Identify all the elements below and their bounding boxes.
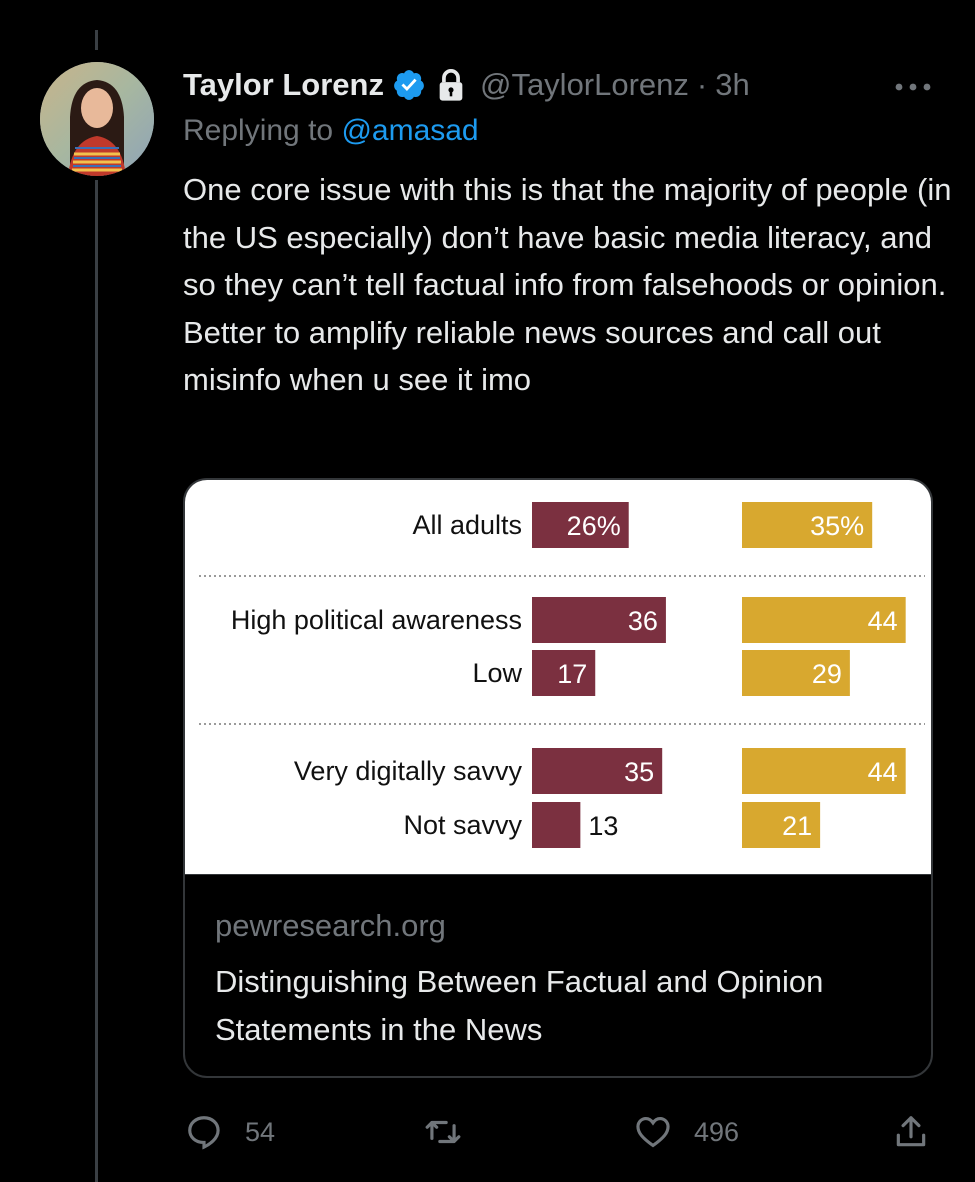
data-label: 26% <box>567 511 621 541</box>
tweet-header: Taylor Lorenz @TaylorLorenz · 3h <box>183 62 750 108</box>
tweet-text: One core issue with this is that the maj… <box>183 172 952 397</box>
share-icon <box>896 1116 926 1147</box>
bar <box>742 748 906 794</box>
heart-icon <box>636 1116 670 1148</box>
bar <box>742 802 821 848</box>
data-label: 35 <box>624 757 654 787</box>
thread-line-top <box>95 30 98 50</box>
author-handle[interactable]: @TaylorLorenz <box>479 67 689 102</box>
replying-prefix: Replying to <box>183 114 342 147</box>
bar <box>532 502 629 548</box>
data-label: 44 <box>868 757 898 787</box>
thread-line <box>95 180 98 1182</box>
bar <box>742 597 906 643</box>
bar <box>742 502 873 548</box>
bar <box>532 597 666 643</box>
data-label: 21 <box>782 811 812 841</box>
like-count: 496 <box>694 1116 740 1147</box>
replying-to-mention[interactable]: @amasad <box>341 114 479 147</box>
tweet-actions: 54 496 <box>0 1110 975 1154</box>
category-label: All adults <box>412 510 522 540</box>
data-label: 36 <box>628 606 658 636</box>
timestamp[interactable]: 3h <box>715 67 750 102</box>
card-domain: pewresearch.org <box>215 908 446 943</box>
lock-icon <box>436 68 466 102</box>
data-label: 44 <box>868 606 898 636</box>
category-label: Not savvy <box>403 810 522 840</box>
author-name[interactable]: Taylor Lorenz <box>183 67 384 102</box>
card-image-chart: All adults 26% 35% High political awareness… <box>185 480 931 874</box>
data-label: 29 <box>812 659 842 689</box>
bar-chart: All adults 26% 35% High political awareness… <box>199 502 925 848</box>
bar <box>532 802 581 848</box>
avatar[interactable] <box>40 62 154 176</box>
bar <box>742 650 850 696</box>
more-icon[interactable] <box>890 70 936 104</box>
replying-to: Replying to @amasad <box>183 114 479 148</box>
separator-dot: · <box>696 67 708 102</box>
bar <box>532 748 663 794</box>
bar <box>532 650 596 696</box>
category-label: Very digitally savvy <box>294 756 523 786</box>
data-label: 17 <box>557 659 587 689</box>
retweet-icon <box>425 1120 461 1144</box>
verified-badge-icon <box>392 68 426 102</box>
reply-icon <box>188 1116 220 1150</box>
category-label: Low <box>472 658 522 688</box>
reply-button[interactable]: 54 <box>185 1110 275 1154</box>
card-divider <box>185 874 931 875</box>
share-button[interactable] <box>892 1110 930 1154</box>
reply-count: 54 <box>245 1116 276 1147</box>
retweet-button[interactable] <box>424 1110 462 1154</box>
category-label: High political awareness <box>231 605 522 635</box>
data-label: 13 <box>588 811 618 841</box>
avatar-image <box>40 62 154 176</box>
link-card[interactable]: All adults 26% 35% High political awareness… <box>183 478 933 1078</box>
data-label: 35% <box>810 511 864 541</box>
like-button[interactable]: 496 <box>634 1110 739 1154</box>
card-title: Distinguishing Between Factual and Opini… <box>215 964 824 1047</box>
